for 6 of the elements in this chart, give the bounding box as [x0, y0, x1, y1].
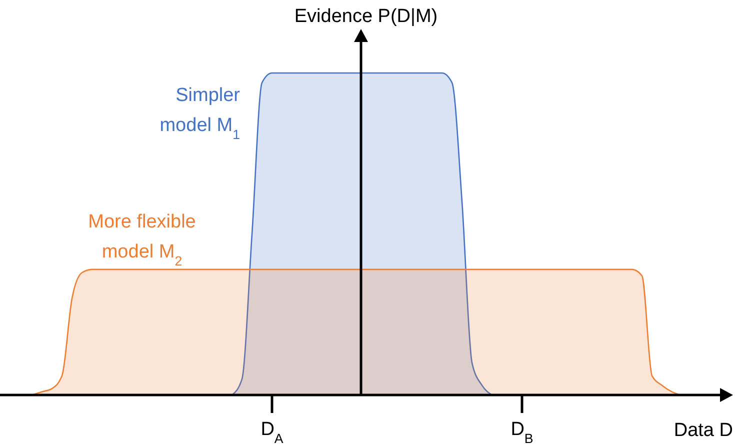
series-label: Simpler model M$_{1}$: [160, 85, 241, 142]
x-axis-title: Data D: [674, 420, 733, 441]
series-label: More flexible model M$_{2}$: [88, 211, 196, 268]
x-tick-label: D$_{B}$: [510, 419, 534, 445]
x-tick-label: D$_{A}$: [260, 419, 284, 445]
y-axis-title: Evidence P(D|M): [294, 6, 438, 27]
